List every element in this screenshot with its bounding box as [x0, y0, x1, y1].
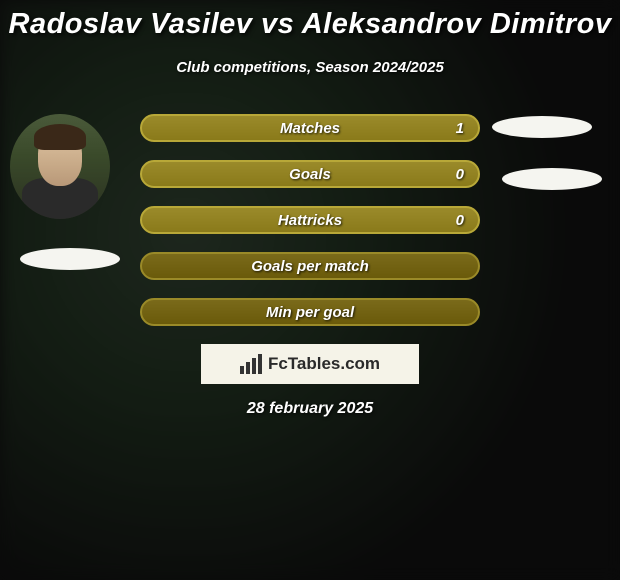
stat-label: Goals: [289, 166, 331, 183]
branding-text: FcTables.com: [268, 354, 380, 374]
stat-row-hattricks: Hattricks 0: [140, 206, 480, 234]
chart-bar: [258, 354, 262, 374]
decorative-oval-left: [20, 248, 120, 270]
page-title: Radoslav Vasilev vs Aleksandrov Dimitrov: [0, 8, 620, 41]
stat-row-min-per-goal: Min per goal: [140, 298, 480, 326]
stat-row-goals: Goals 0: [140, 160, 480, 188]
stat-row-matches: Matches 1: [140, 114, 480, 142]
stat-value: 1: [456, 120, 464, 137]
avatar-hair-shape: [34, 124, 86, 150]
footer-date: 28 february 2025: [0, 400, 620, 418]
stat-label: Goals per match: [251, 258, 369, 275]
decorative-oval-right-1: [492, 116, 592, 138]
chart-bar: [252, 358, 256, 374]
player-avatar-left: [10, 114, 110, 219]
stat-label: Min per goal: [266, 304, 354, 321]
stat-label: Matches: [280, 120, 340, 137]
stat-row-goals-per-match: Goals per match: [140, 252, 480, 280]
chart-icon: [240, 354, 264, 374]
stat-value: 0: [456, 212, 464, 229]
decorative-oval-right-2: [502, 168, 602, 190]
page-subtitle: Club competitions, Season 2024/2025: [0, 59, 620, 76]
branding-logo-box: FcTables.com: [201, 344, 419, 384]
stat-value: 0: [456, 166, 464, 183]
content-area: Matches 1 Goals 0 Hattricks 0 Goals per …: [0, 114, 620, 418]
chart-bar: [246, 362, 250, 374]
chart-bar: [240, 366, 244, 374]
stat-label: Hattricks: [278, 212, 342, 229]
main-container: Radoslav Vasilev vs Aleksandrov Dimitrov…: [0, 0, 620, 580]
chart-icon-bars: [240, 354, 264, 374]
